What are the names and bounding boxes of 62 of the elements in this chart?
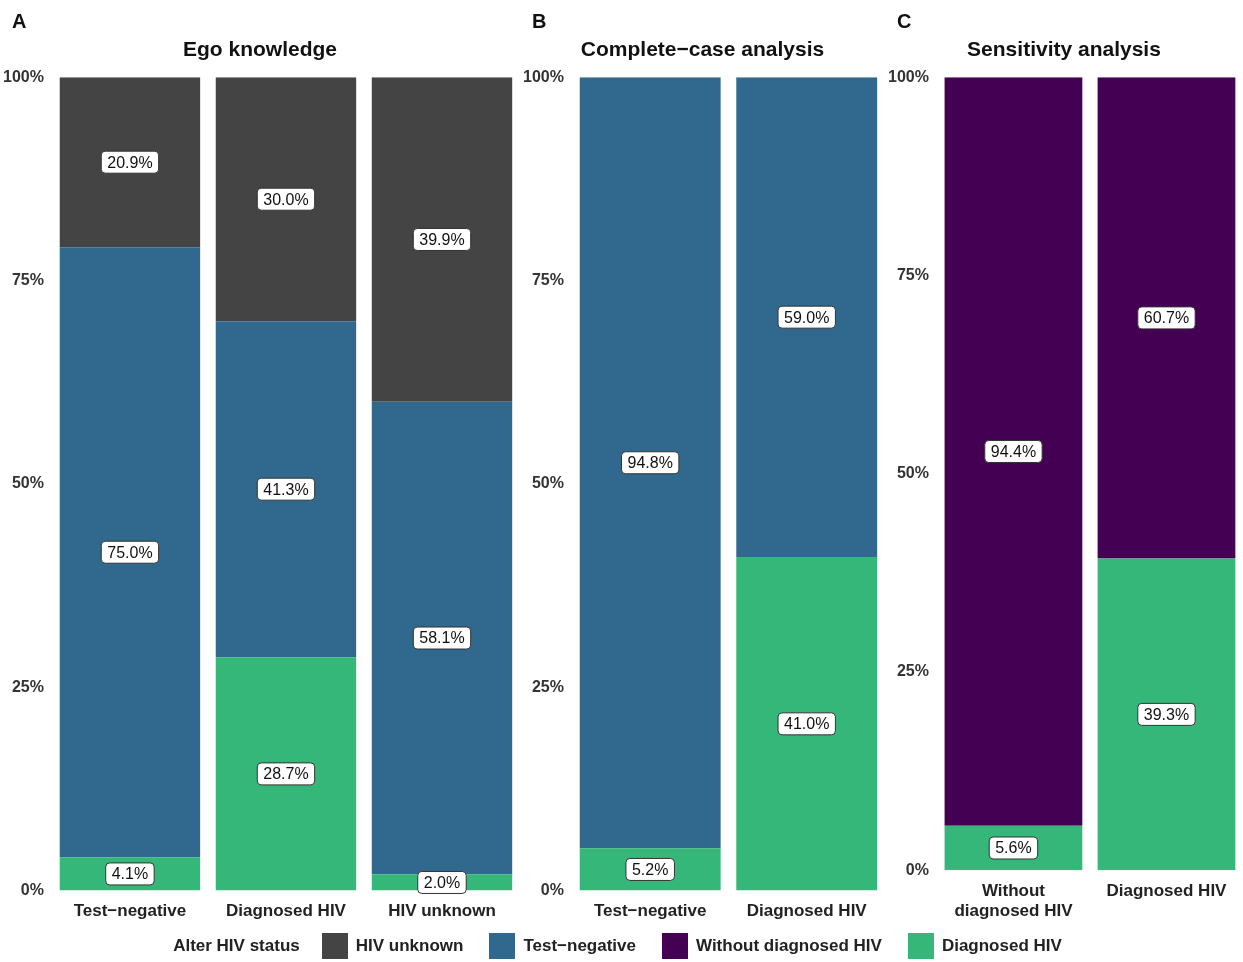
data-label: 41.3% — [263, 480, 309, 498]
chart-title: Ego knowledge — [182, 37, 338, 61]
bar — [1097, 558, 1236, 871]
bar — [579, 77, 721, 849]
data-label: 94.4% — [990, 442, 1037, 460]
bar — [944, 77, 1083, 826]
bar — [59, 247, 201, 858]
legend-label: Diagnosed HIV — [941, 936, 1062, 956]
y-tick-label: 100% — [3, 67, 44, 85]
y-tick-label: 50% — [11, 474, 44, 492]
legend-label: HIV unknown — [355, 936, 464, 956]
data-label: 59.0% — [784, 308, 830, 326]
data-label: 28.7% — [263, 765, 309, 783]
legend-label: Without diagnosed HIV — [696, 936, 882, 956]
y-tick-label: 100% — [888, 67, 929, 85]
y-tick-label: 0% — [20, 881, 44, 899]
x-tick-label: Test−negative — [593, 901, 707, 921]
x-tick-label: HIV unknown — [388, 901, 496, 921]
data-label: 39.3% — [1143, 705, 1190, 723]
chart-title: Complete−case analysis — [580, 37, 825, 61]
bar — [1097, 77, 1236, 559]
data-label: 5.6% — [995, 839, 1032, 857]
data-label: 20.9% — [107, 153, 153, 171]
x-tick-label: Test−negative — [73, 901, 187, 921]
bar — [59, 77, 201, 248]
y-tick-label: 25% — [531, 677, 564, 695]
data-label: 94.8% — [627, 454, 673, 472]
y-tick-label: 75% — [11, 270, 44, 288]
y-tick-label: 25% — [11, 677, 44, 695]
bar — [736, 557, 878, 891]
bar — [736, 77, 878, 558]
y-tick-label: 75% — [531, 270, 564, 288]
legend-label: Test−negative — [523, 936, 636, 956]
x-tick-label: Without diagnosed HIV — [954, 881, 1074, 921]
y-tick-label: 0% — [905, 860, 929, 878]
text: B — [532, 9, 547, 32]
y-tick-label: 0% — [540, 881, 564, 899]
y-tick-label: 50% — [531, 474, 564, 492]
data-label: 60.7% — [1143, 309, 1190, 327]
data-label: 5.2% — [631, 860, 669, 878]
bar — [371, 401, 513, 875]
chart-title: Sensitivity analysis — [967, 37, 1161, 61]
bar — [215, 657, 357, 891]
bar — [215, 77, 357, 322]
text: C — [897, 9, 912, 32]
text: A — [12, 9, 27, 32]
y-tick-label: 75% — [896, 265, 929, 283]
y-tick-label: 50% — [896, 464, 929, 482]
data-label: 2.0% — [423, 873, 461, 891]
data-label: 30.0% — [263, 190, 309, 208]
bar — [371, 77, 513, 402]
x-tick-label: Diagnosed HIV — [746, 901, 868, 921]
x-tick-label: Diagnosed HIV — [225, 901, 347, 921]
legend-title: Alter HIV status — [173, 936, 300, 956]
bar — [215, 321, 357, 658]
y-tick-label: 100% — [523, 67, 564, 85]
y-tick-label: 25% — [896, 662, 929, 680]
data-label: 75.0% — [107, 543, 153, 561]
data-label: 4.1% — [111, 865, 149, 883]
data-label: 39.9% — [419, 230, 465, 248]
data-label: 58.1% — [419, 629, 465, 647]
data-label: 41.0% — [784, 715, 830, 733]
